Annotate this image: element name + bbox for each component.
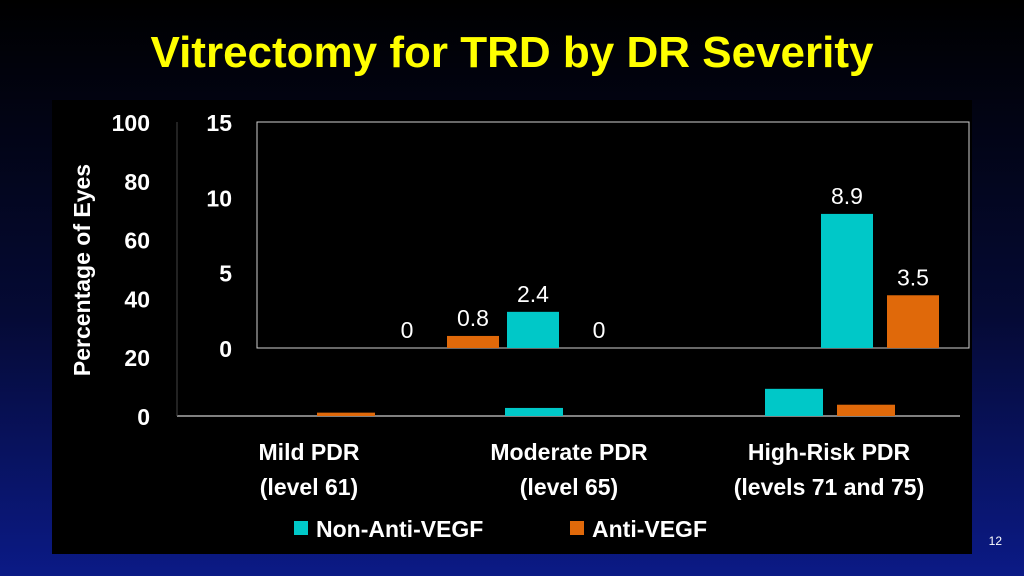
- legend-label: Anti-VEGF: [592, 516, 707, 542]
- legend-swatch-non-anti-vegf: [294, 521, 308, 535]
- inset-bar-anti-vegf-0: [447, 335, 499, 348]
- category-label: Moderate PDR: [490, 439, 648, 465]
- y-tick-label: 0: [137, 404, 150, 430]
- category-sublabel: (level 65): [520, 474, 618, 500]
- y-tick-label: 100: [112, 110, 150, 136]
- data-label: 0: [593, 317, 606, 343]
- main-bar-anti-vegf-0: [317, 412, 375, 416]
- inset-bar-non-anti-vegf-1: [507, 311, 559, 348]
- main-bar-non-anti-vegf-1: [505, 407, 563, 416]
- main-bar-anti-vegf-2: [837, 404, 895, 416]
- main-bar-non-anti-vegf-2: [765, 388, 823, 416]
- inset-y-tick-label: 5: [219, 261, 232, 287]
- data-label: 0.8: [457, 305, 489, 331]
- legend-label: Non-Anti-VEGF: [316, 516, 483, 542]
- inset-y-tick-label: 10: [206, 185, 232, 211]
- category-sublabel: (levels 71 and 75): [734, 474, 925, 500]
- chart-panel: 100 80 60 40 20 0 Percentage of Eyes 15 10 5 0 0 2.4…: [52, 100, 972, 554]
- y-tick-label: 80: [124, 169, 150, 195]
- data-label: 8.9: [831, 183, 863, 209]
- y-axis-title: Percentage of Eyes: [69, 164, 95, 376]
- inset-bar-anti-vegf-2: [887, 295, 939, 348]
- category-label: Mild PDR: [259, 439, 360, 465]
- bar-chart: 100 80 60 40 20 0 Percentage of Eyes 15 10 5 0 0 2.4…: [69, 110, 970, 542]
- inset-y-tick-label: 15: [206, 110, 232, 136]
- y-tick-label: 20: [124, 345, 150, 371]
- y-tick-label: 60: [124, 228, 150, 254]
- page-number: 12: [988, 534, 1002, 548]
- y-tick-label: 40: [124, 286, 150, 312]
- inset-y-tick-label: 0: [219, 336, 232, 362]
- category-label: High-Risk PDR: [748, 439, 911, 465]
- inset-bar-non-anti-vegf-2: [821, 213, 873, 348]
- data-label: 3.5: [897, 264, 929, 290]
- legend-swatch-anti-vegf: [570, 521, 584, 535]
- slide-title: Vitrectomy for TRD by DR Severity: [150, 28, 874, 77]
- data-label: 2.4: [517, 281, 549, 307]
- category-sublabel: (level 61): [260, 474, 358, 500]
- data-label: 0: [401, 317, 414, 343]
